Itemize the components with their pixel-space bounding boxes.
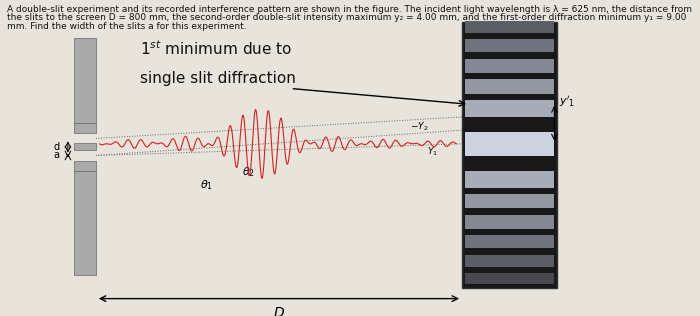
Text: 1$^{st}$ minimum due to: 1$^{st}$ minimum due to	[140, 40, 292, 58]
Text: single slit diffraction: single slit diffraction	[140, 71, 296, 86]
Bar	[74, 143, 96, 150]
Bar	[465, 255, 554, 267]
Text: $y'_1$: $y'_1$	[559, 94, 575, 109]
Bar	[74, 123, 96, 133]
Text: $Y_1$: $Y_1$	[427, 145, 438, 158]
Bar	[465, 171, 554, 188]
Bar	[465, 132, 554, 155]
Bar	[465, 59, 554, 73]
Bar	[465, 194, 554, 208]
Bar	[462, 22, 556, 288]
Text: the slits to the screen D = 800 mm, the second-order double-slit intensity maxim: the slits to the screen D = 800 mm, the …	[7, 13, 687, 22]
Bar	[465, 21, 554, 33]
Bar	[465, 273, 554, 284]
Bar	[74, 38, 96, 123]
Bar	[74, 161, 96, 171]
Text: $-Y_2$: $-Y_2$	[410, 120, 428, 133]
Bar	[465, 215, 554, 229]
Text: mm. Find the width of the slits a for this experiment.: mm. Find the width of the slits a for th…	[7, 22, 246, 31]
Bar	[74, 171, 96, 275]
Text: A double-slit experiment and its recorded interference pattern are shown in the : A double-slit experiment and its recorde…	[7, 5, 692, 14]
Text: a: a	[53, 150, 60, 161]
Text: $\theta_1$: $\theta_1$	[200, 178, 213, 192]
Bar	[465, 40, 554, 52]
Text: d: d	[53, 142, 60, 152]
Bar	[465, 79, 554, 94]
Text: $\theta_2$: $\theta_2$	[242, 165, 255, 179]
Bar	[465, 100, 554, 117]
Text: D: D	[274, 306, 284, 316]
Bar	[465, 235, 554, 248]
